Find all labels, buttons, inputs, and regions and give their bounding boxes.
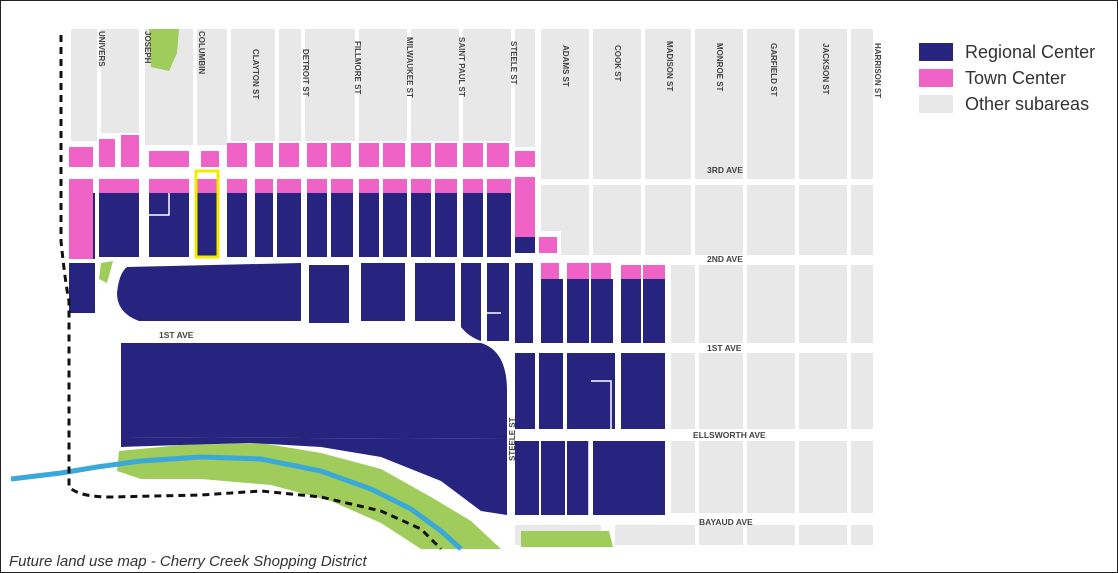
- street-label-columbine: COLUMBIN: [197, 31, 206, 74]
- legend-item-other-subareas: Other subareas: [919, 91, 1095, 117]
- regional-center-swatch: [919, 43, 953, 61]
- legend-label-regional-center: Regional Center: [965, 41, 1096, 62]
- block-fillmore-west: [117, 263, 301, 321]
- map-caption: Future land use map - Cherry Creek Shopp…: [9, 553, 367, 570]
- street-label-3rd-ave: 3RD AVE: [707, 165, 743, 175]
- street-label-1st-ave-east: 1ST AVE: [707, 343, 742, 353]
- block-mall: [121, 343, 507, 439]
- street-label-cook: COOK ST: [613, 45, 622, 82]
- legend-label-other-subareas: Other subareas: [965, 93, 1090, 114]
- cherry-creek: [10, 454, 463, 551]
- legend-label-town-center: Town Center: [965, 67, 1067, 88]
- street-label-adams: ADAMS ST: [561, 45, 570, 87]
- street-labels: UNIVERS JOSEPH COLUMBIN CLAYTON ST DETRO…: [97, 31, 882, 527]
- district-boundary: [59, 35, 443, 551]
- other-subareas-layer: [71, 29, 873, 545]
- street-label-madison: MADISON ST: [665, 41, 674, 91]
- street-label-bayaud: BAYAUD AVE: [699, 517, 753, 527]
- street-label-ellsworth: ELLSWORTH AVE: [693, 430, 766, 440]
- street-label-monroe: MONROE ST: [715, 43, 724, 92]
- park-west: [99, 261, 113, 283]
- street-label-clayton: CLAYTON ST: [251, 49, 260, 99]
- street-label-saint-paul: SAINT PAUL ST: [457, 37, 466, 97]
- legend: Regional Center Town Center Other subare…: [919, 39, 1095, 117]
- other-subareas-swatch: [919, 95, 953, 113]
- street-label-steele: STEELE ST: [509, 41, 518, 85]
- legend-item-town-center: Town Center: [919, 65, 1095, 91]
- town-center-layer: [69, 135, 665, 279]
- street-label-1st-ave-west: 1ST AVE: [159, 330, 194, 340]
- regional-center-layer: [69, 193, 665, 515]
- town-center-swatch: [919, 69, 953, 87]
- highlighted-parcel[interactable]: [194, 169, 220, 259]
- street-label-garfield: GARFIELD ST: [769, 43, 778, 96]
- street-label-harrison: HARRISON ST: [873, 43, 882, 98]
- street-label-jackson: JACKSON ST: [821, 43, 830, 95]
- street-label-josephine: JOSEPH: [143, 31, 152, 64]
- street-label-fillmore: FILLMORE ST: [353, 41, 362, 94]
- street-label-2nd-ave: 2ND AVE: [707, 254, 743, 264]
- street-label-detroit: DETROIT ST: [301, 49, 310, 97]
- legend-item-regional-center: Regional Center: [919, 39, 1095, 65]
- street-label-milwaukee: MILWAUKEE ST: [405, 37, 414, 98]
- street-label-university: UNIVERS: [97, 31, 106, 67]
- park-north: [149, 29, 179, 71]
- street-label-steele-lower: STEELE ST: [508, 417, 517, 461]
- park-south: [521, 531, 613, 547]
- lot-lines: [149, 191, 612, 515]
